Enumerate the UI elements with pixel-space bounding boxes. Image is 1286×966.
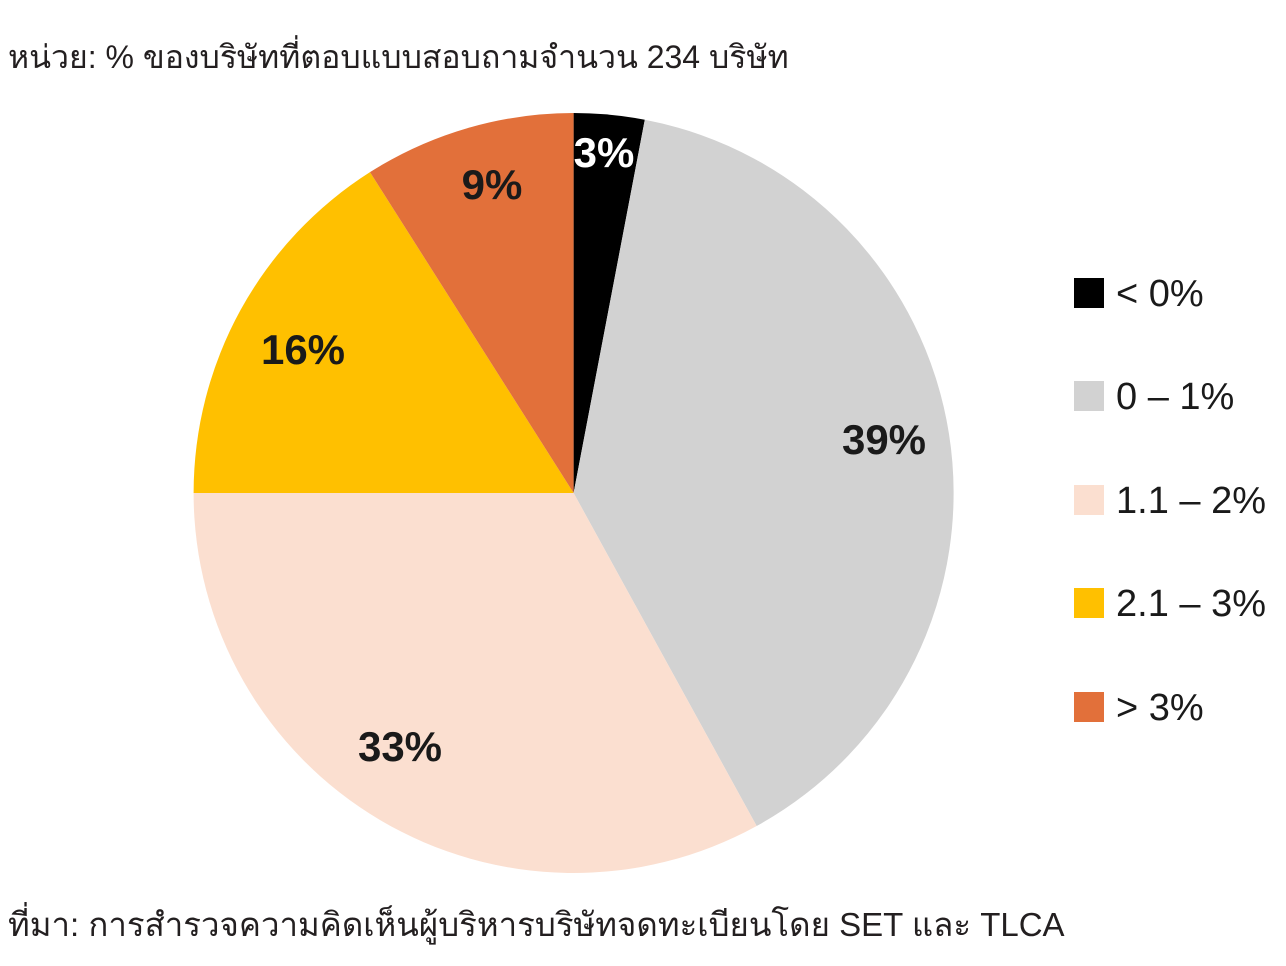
svg-text:39%: 39% bbox=[842, 416, 926, 463]
svg-text:9%: 9% bbox=[462, 161, 523, 208]
svg-text:16%: 16% bbox=[261, 326, 345, 373]
svg-text:3%: 3% bbox=[574, 129, 635, 176]
svg-text:33%: 33% bbox=[358, 723, 442, 770]
